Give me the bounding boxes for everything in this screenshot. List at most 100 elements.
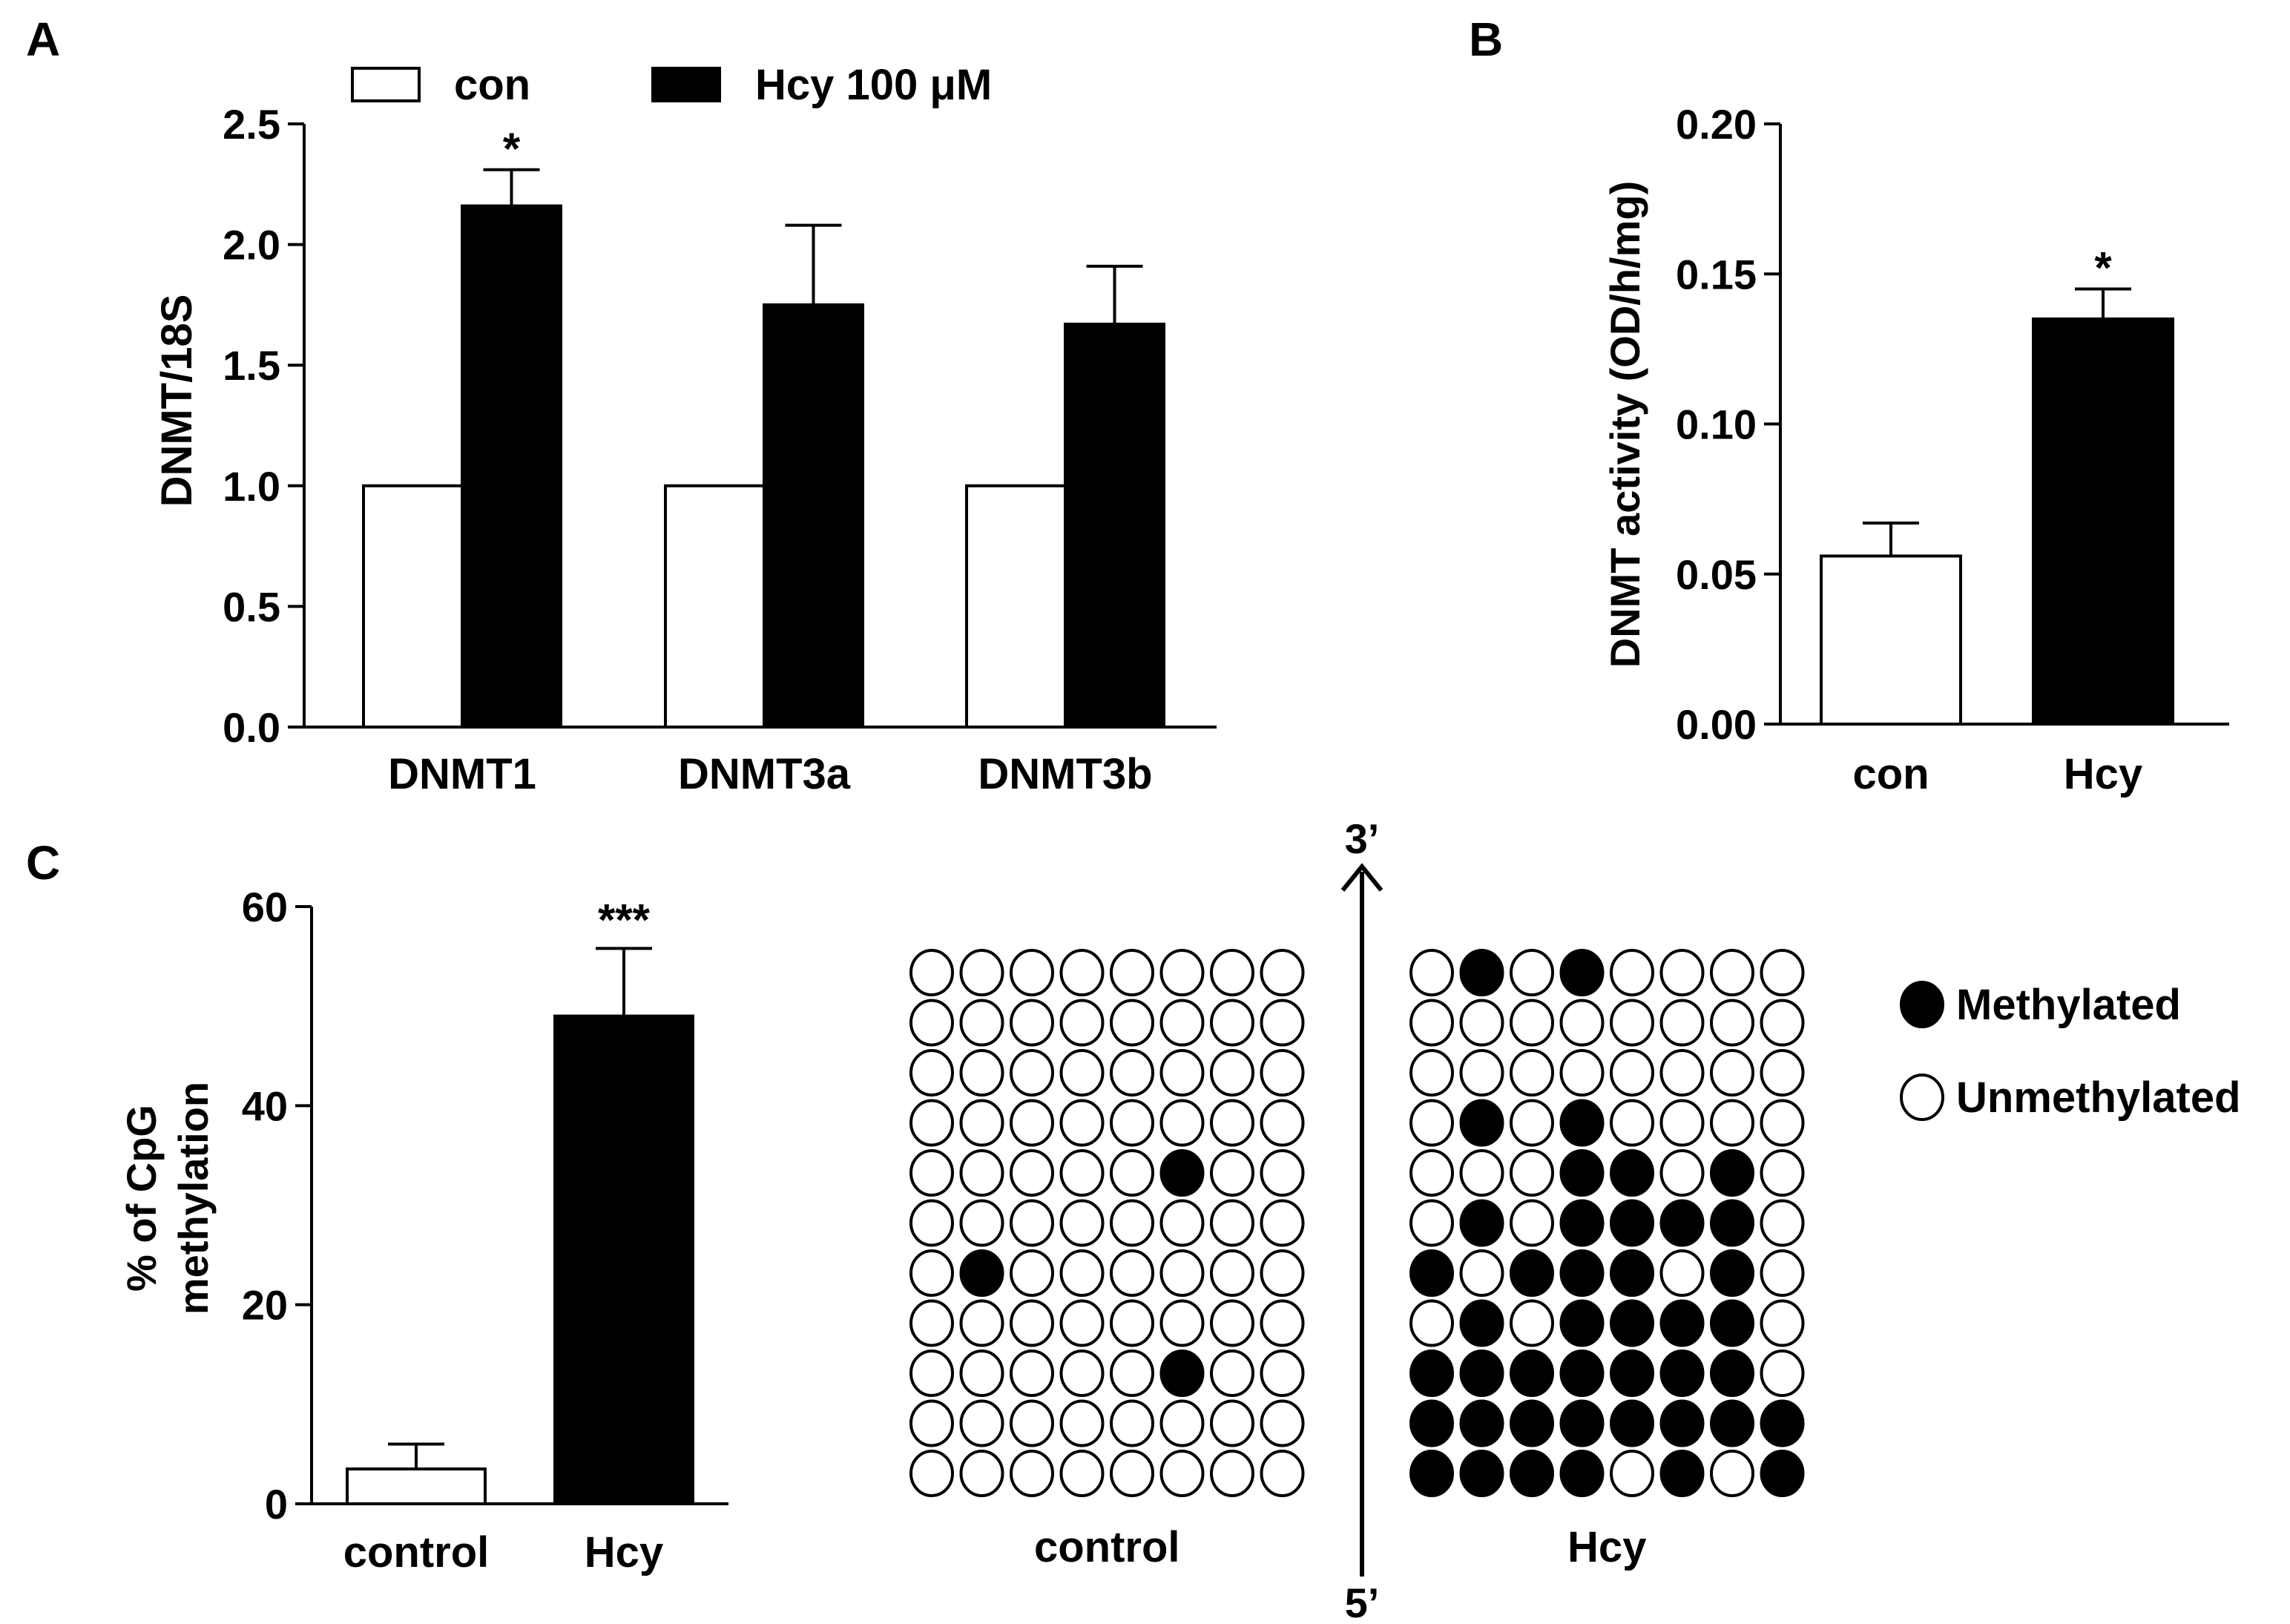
legend-methylated-label: Methylated <box>1956 981 2181 1029</box>
cpg-unmethylated <box>1210 949 1254 996</box>
legend-swatch-hcy <box>651 67 721 102</box>
cpg-unmethylated <box>1510 1099 1554 1147</box>
cpg-methylated <box>1459 1450 1504 1497</box>
cpg-unmethylated <box>959 1350 1004 1397</box>
cpg-methylated <box>1710 1249 1754 1297</box>
cpg-unmethylated <box>1010 949 1054 996</box>
cpg-methylated <box>1559 1199 1605 1247</box>
cpg-unmethylated <box>1260 1199 1305 1247</box>
cpg-unmethylated <box>1059 999 1105 1047</box>
cpg-unmethylated <box>1159 1249 1205 1297</box>
cpg-unmethylated <box>1760 1099 1805 1147</box>
cpg-unmethylated <box>1659 1249 1705 1297</box>
cpg-unmethylated <box>1760 999 1805 1047</box>
y-tick-label: 2.5 <box>223 101 280 148</box>
cpg-unmethylated <box>1210 1199 1254 1247</box>
legend-unmethylated-label: Unmethylated <box>1956 1074 2241 1122</box>
grid-label: Hcy <box>1567 1523 1646 1571</box>
y-tick-label: 2.0 <box>223 222 280 269</box>
cpg-unmethylated <box>1559 999 1605 1047</box>
panel-label-a: A <box>26 13 60 66</box>
cpg-unmethylated <box>1510 949 1554 996</box>
y-tick-label: 20 <box>242 1282 288 1329</box>
bar-con <box>664 484 766 729</box>
cpg-methylated <box>1610 1199 1654 1247</box>
cpg-methylated <box>1659 1199 1705 1247</box>
cpg-unmethylated <box>909 1299 954 1347</box>
cpg-unmethylated <box>1110 1199 1154 1247</box>
cpg-unmethylated <box>1059 1249 1105 1297</box>
cpg-methylated <box>1610 1299 1654 1347</box>
y-tick-label: 0.5 <box>223 583 280 630</box>
y-tick-label: 0 <box>265 1481 288 1528</box>
cpg-unmethylated <box>1059 1199 1105 1247</box>
chart-c: 0 20 40 60 control *** Hcy % of CpG methylation <box>118 884 728 1577</box>
cpg-unmethylated <box>1110 1399 1154 1447</box>
cpg-unmethylated <box>1760 1249 1805 1297</box>
strand-label-5prime: 5’ <box>1345 1579 1380 1624</box>
cpg-unmethylated <box>1059 1149 1105 1197</box>
cpg-unmethylated <box>1659 949 1705 996</box>
cpg-unmethylated <box>1110 949 1154 996</box>
cpg-methylated <box>1409 1399 1454 1447</box>
cpg-unmethylated <box>959 1399 1004 1447</box>
bar-con <box>1820 554 1962 726</box>
cpg-unmethylated <box>1010 1299 1054 1347</box>
cpg-unmethylated <box>1010 1350 1054 1397</box>
cpg-unmethylated <box>1710 999 1754 1047</box>
cpg-unmethylated <box>1409 999 1454 1047</box>
cpg-methylated <box>1559 1450 1605 1497</box>
cpg-unmethylated <box>1260 999 1305 1047</box>
cpg-unmethylated <box>1510 1199 1554 1247</box>
cpg-unmethylated <box>1409 1049 1454 1097</box>
cpg-unmethylated <box>1510 999 1554 1047</box>
y-tick-label: 0.10 <box>1676 401 1757 448</box>
cpg-unmethylated <box>909 1450 954 1497</box>
cpg-unmethylated <box>1610 1450 1654 1497</box>
strand-label-3prime: 3’ <box>1345 815 1380 862</box>
cpg-unmethylated <box>1059 1399 1105 1447</box>
cpg-unmethylated <box>1110 1099 1154 1147</box>
cpg-methylated <box>1610 1399 1654 1447</box>
cpg-unmethylated <box>1409 949 1454 996</box>
cpg-unmethylated <box>1159 949 1205 996</box>
cpg-methylated <box>1559 1299 1605 1347</box>
cpg-unmethylated <box>1760 1149 1805 1197</box>
cpg-unmethylated <box>1760 1199 1805 1247</box>
cpg-unmethylated <box>1260 1149 1305 1197</box>
y-tick-label: 0.00 <box>1676 701 1757 748</box>
cpg-unmethylated <box>1110 1149 1154 1197</box>
legend-unmethylated-swatch <box>1900 1074 1944 1121</box>
cpg-unmethylated <box>1760 1049 1805 1097</box>
cpg-unmethylated <box>1659 1099 1705 1147</box>
cpg-unmethylated <box>1610 1099 1654 1147</box>
cpg-unmethylated <box>1760 1299 1805 1347</box>
cpg-unmethylated <box>1760 949 1805 996</box>
bar-hcy <box>1064 322 1165 729</box>
cpg-unmethylated <box>959 1450 1004 1497</box>
cpg-unmethylated <box>1210 1049 1254 1097</box>
cpg-methylated <box>1159 1350 1205 1397</box>
cpg-unmethylated <box>1710 1099 1754 1147</box>
cpg-unmethylated <box>1210 1149 1254 1197</box>
cpg-unmethylated <box>1159 1399 1205 1447</box>
cpg-unmethylated <box>1260 949 1305 996</box>
panel-label-c: C <box>26 836 60 890</box>
cpg-unmethylated <box>909 949 954 996</box>
cpg-unmethylated <box>1760 1350 1805 1397</box>
cpg-unmethylated <box>1510 1299 1554 1347</box>
cpg-methylated <box>1510 1399 1554 1447</box>
cpg-methylated <box>1510 1249 1554 1297</box>
legend-swatch-con <box>351 67 421 102</box>
cpg-unmethylated <box>1210 999 1254 1047</box>
cpg-unmethylated <box>1459 1149 1504 1197</box>
cpg-methylated <box>1459 949 1504 996</box>
legend-label-hcy: Hcy 100 μM <box>755 61 992 109</box>
cpg-unmethylated <box>1409 1099 1454 1147</box>
cpg-methylated <box>1559 1149 1605 1197</box>
cpg-unmethylated <box>1510 1149 1554 1197</box>
y-tick-label: 0.15 <box>1676 251 1757 297</box>
cpg-unmethylated <box>1409 1199 1454 1247</box>
cpg-unmethylated <box>959 999 1004 1047</box>
